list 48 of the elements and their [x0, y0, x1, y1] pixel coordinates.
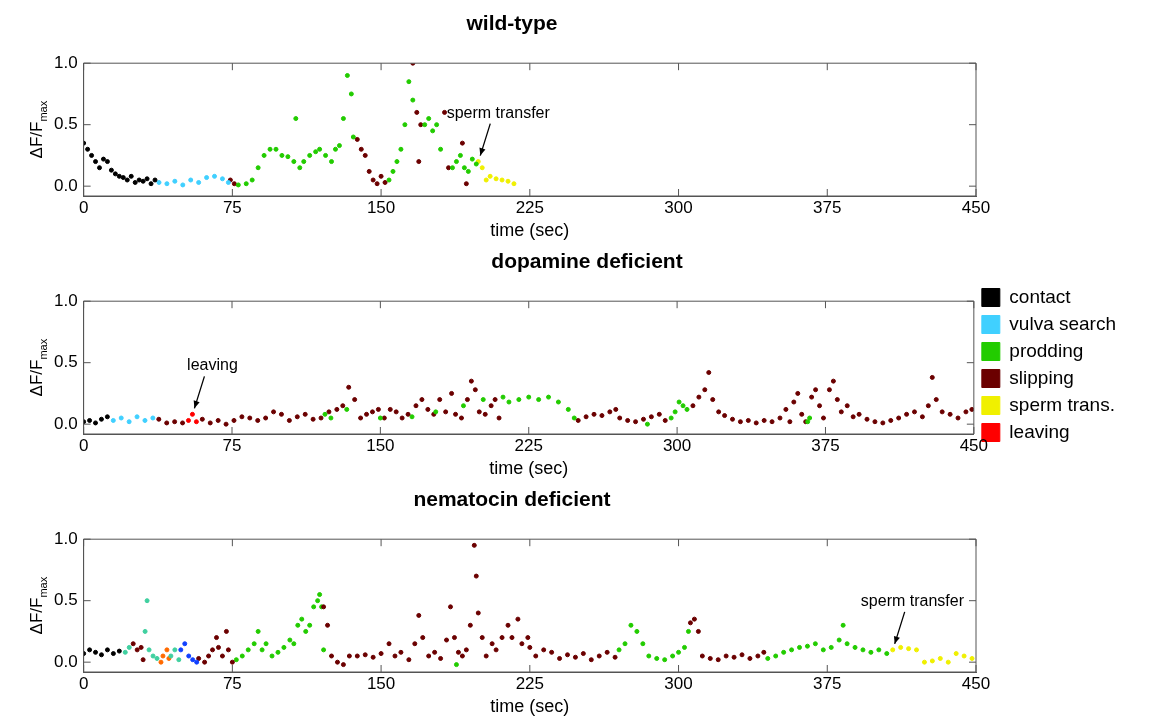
x-tick-label: 450 — [959, 435, 989, 455]
chart-title: wild-type — [465, 11, 558, 35]
x-axis-title: time (sec) — [489, 458, 569, 479]
x-tick-label: 75 — [222, 197, 242, 217]
x-tick-label: 150 — [366, 197, 396, 217]
x-tick-label: 0 — [78, 673, 89, 693]
x-tick-label: 450 — [961, 673, 991, 693]
y-axis-title: ΔF/Fmax — [26, 100, 49, 159]
x-tick-label: 450 — [961, 197, 991, 217]
x-tick-label: 225 — [514, 435, 543, 455]
y-axis-title: ΔF/Fmax — [26, 576, 49, 635]
x-tick-label: 75 — [222, 673, 242, 693]
legend-label: leaving — [1009, 420, 1070, 442]
y-tick-label: 1.0 — [53, 290, 78, 310]
y-tick-label: 0.0 — [53, 651, 78, 671]
y-tick-label: 1.0 — [53, 528, 78, 548]
y-tick-label: 0.5 — [53, 352, 78, 372]
x-tick-label: 375 — [813, 197, 842, 217]
y-tick-label: 0.5 — [53, 590, 78, 610]
annotation: sperm transfer — [446, 103, 551, 121]
annotation: leaving — [187, 356, 238, 374]
chart-title: dopamine deficient — [491, 249, 683, 273]
x-tick-label: 300 — [664, 197, 693, 217]
x-tick-label: 0 — [78, 197, 89, 217]
legend-label: prodding — [1009, 339, 1084, 361]
x-tick-label: 225 — [515, 197, 544, 217]
x-tick-label: 375 — [813, 673, 842, 693]
y-tick-label: 1.0 — [53, 52, 78, 72]
x-tick-label: 150 — [366, 435, 395, 455]
y-tick-label: 0.0 — [53, 175, 78, 195]
x-tick-label: 150 — [366, 673, 396, 693]
annotation: sperm transfer — [860, 591, 965, 609]
x-axis-title: time (sec) — [490, 696, 570, 717]
legend-label: sperm trans. — [1009, 393, 1115, 415]
y-tick-label: 0.0 — [53, 413, 78, 433]
chart-title: nematocin deficient — [413, 487, 611, 511]
x-tick-label: 75 — [222, 435, 242, 455]
y-tick-label: 0.5 — [53, 114, 78, 134]
x-tick-label: 225 — [515, 673, 544, 693]
x-tick-label: 0 — [78, 435, 89, 455]
legend-label: contact — [1009, 285, 1072, 307]
x-tick-label: 375 — [811, 435, 840, 455]
x-tick-label: 300 — [664, 673, 693, 693]
y-axis-title: ΔF/Fmax — [26, 338, 49, 397]
x-axis-title: time (sec) — [490, 220, 570, 241]
legend-label: vulva search — [1009, 312, 1117, 334]
legend-label: slipping — [1009, 366, 1074, 388]
x-tick-label: 300 — [662, 435, 692, 455]
